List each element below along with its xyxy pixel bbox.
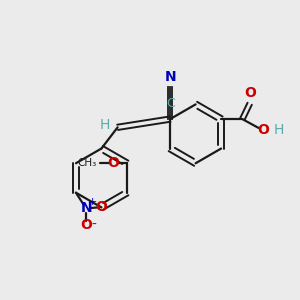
Text: +: +: [88, 196, 98, 206]
Text: CH₃: CH₃: [78, 158, 97, 168]
Text: O: O: [244, 85, 256, 100]
Text: O: O: [257, 123, 269, 137]
Text: H: H: [100, 118, 110, 132]
Text: O: O: [80, 218, 92, 232]
Text: N: N: [80, 201, 92, 215]
Text: C: C: [166, 97, 175, 110]
Text: -: -: [91, 218, 96, 232]
Text: H: H: [274, 123, 284, 137]
Text: O: O: [96, 200, 107, 214]
Text: O: O: [108, 156, 120, 170]
Text: N: N: [164, 70, 176, 84]
